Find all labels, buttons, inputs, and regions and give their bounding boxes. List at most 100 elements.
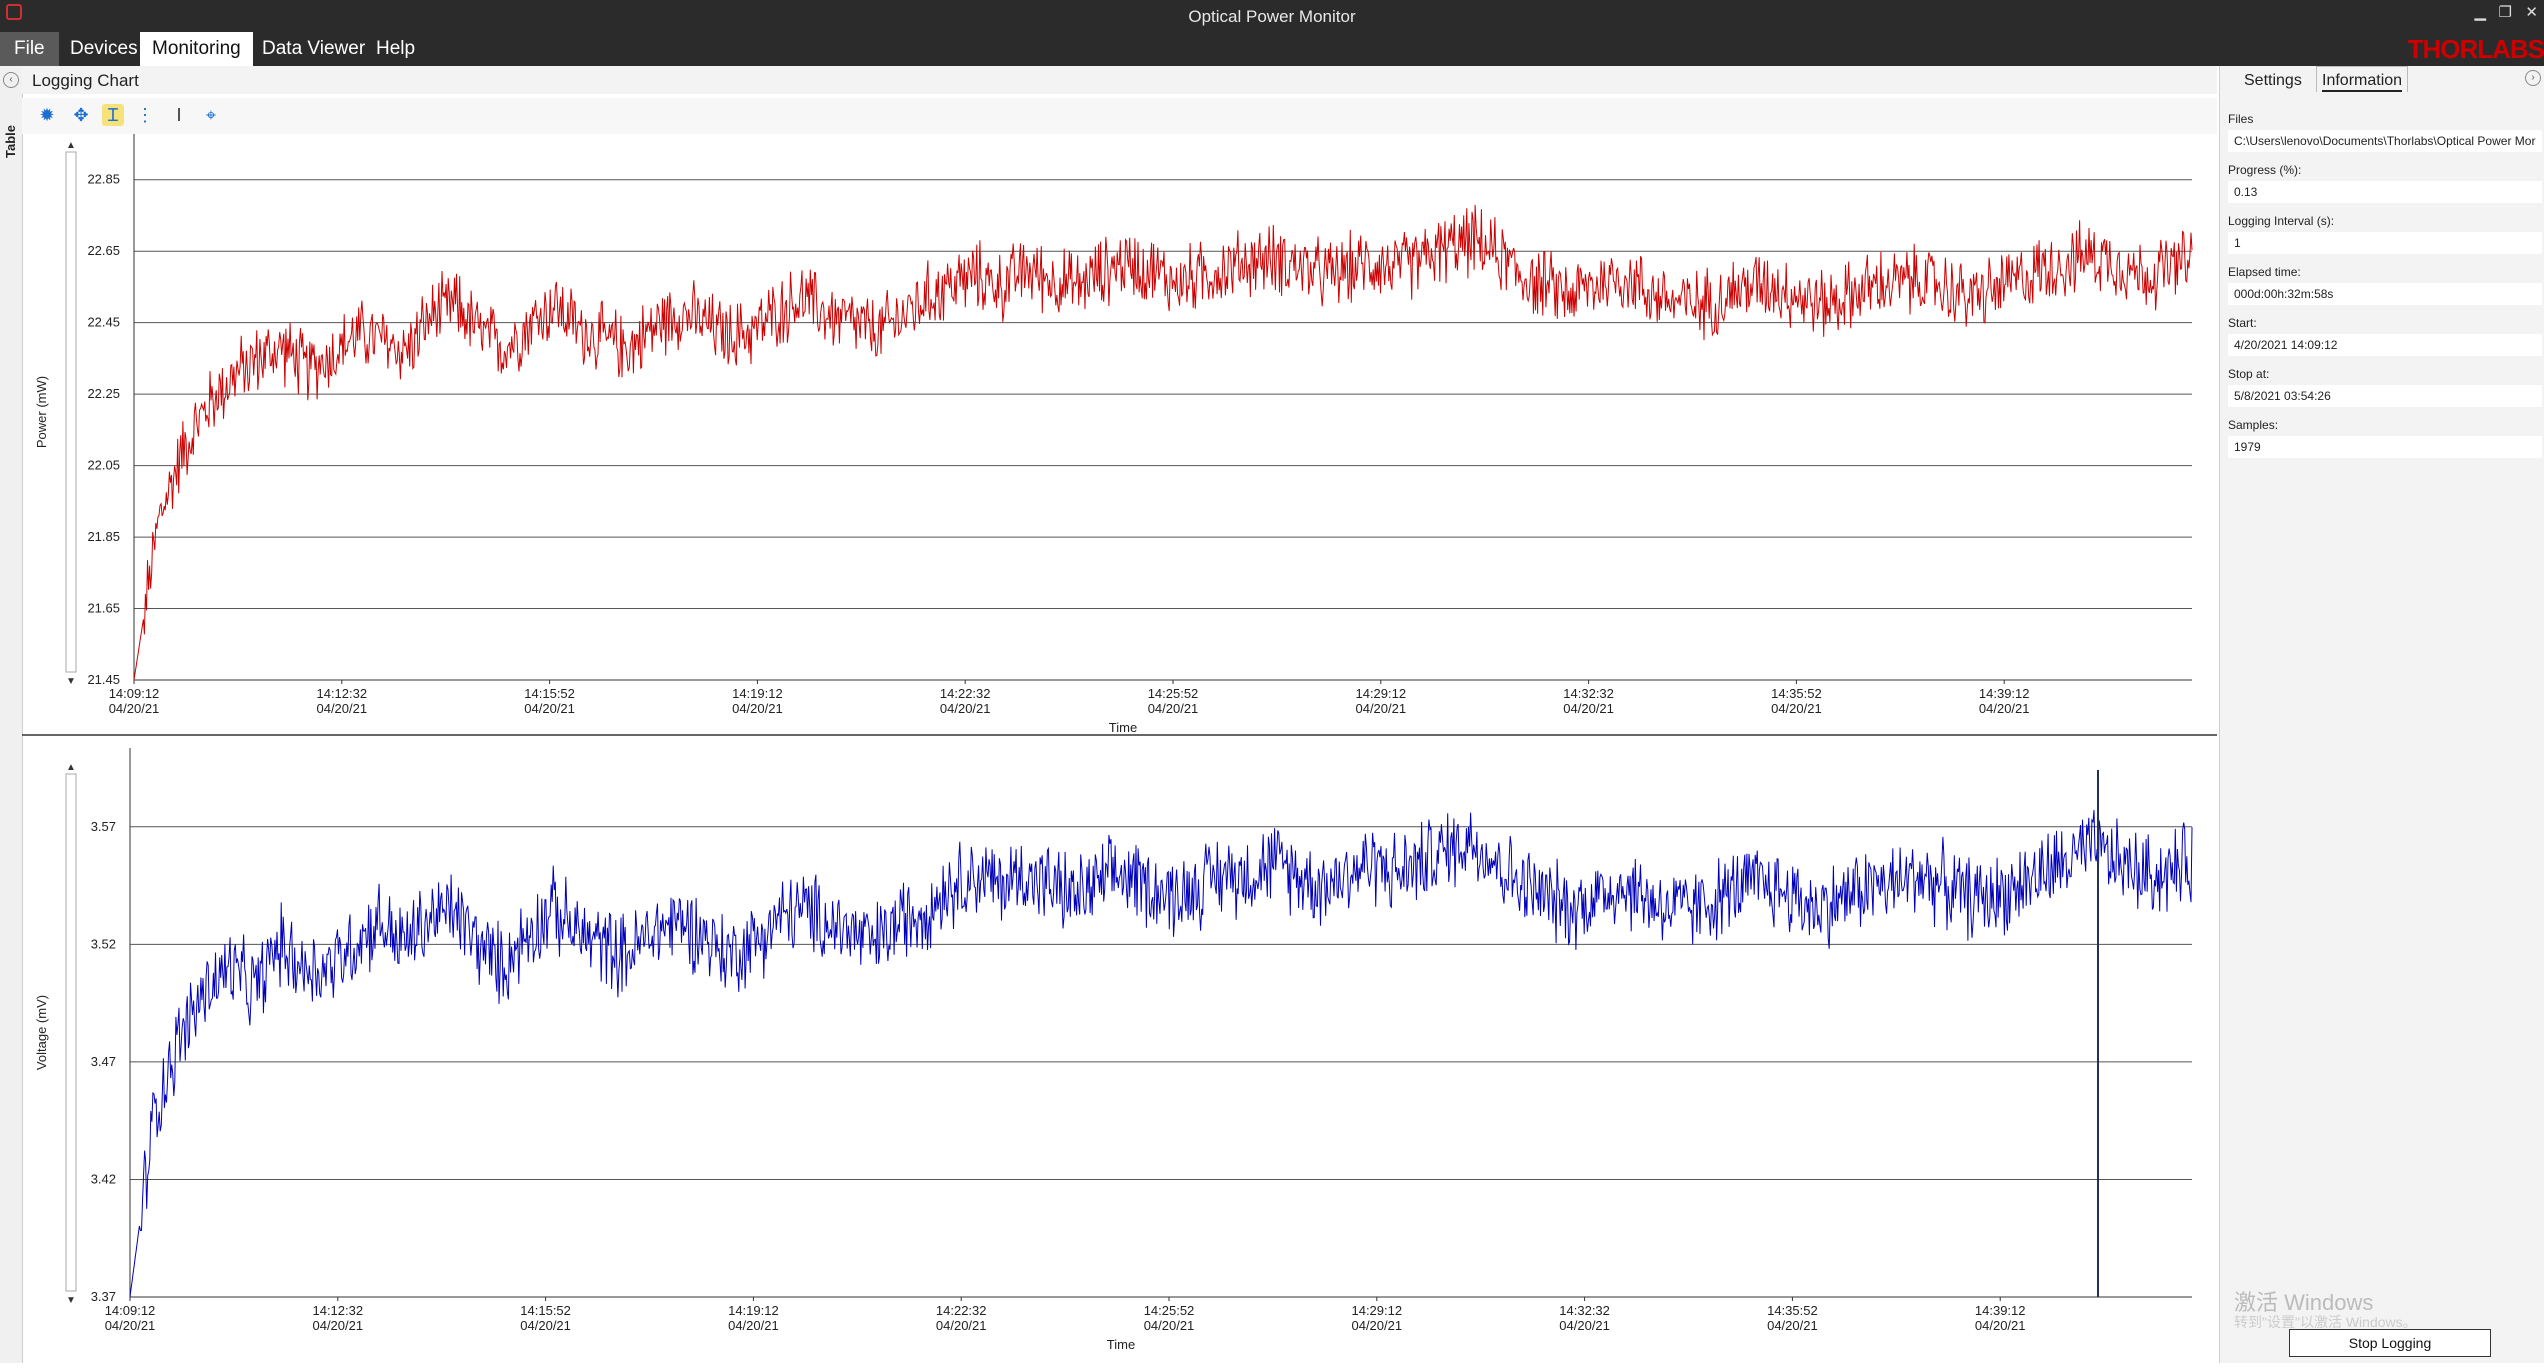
x-tick-time: 14:25:52 [1144,1303,1195,1318]
x-tick-date: 04/20/21 [1979,701,2030,716]
x-tick-date: 04/20/21 [1767,1318,1818,1333]
menu-file[interactable]: File [0,32,59,66]
info-label: Logging Interval (s): [2228,214,2335,228]
info-value[interactable]: C:\Users\lenovo\Documents\Thorlabs\Optic… [2228,130,2542,152]
move-icon[interactable]: ✥ [73,105,89,125]
restore-button[interactable]: ❐ [2498,4,2512,21]
zoom-fit-icon[interactable]: ⌖ [205,105,217,125]
stop-logging-button[interactable]: Stop Logging [2289,1329,2491,1357]
x-tick-date: 04/20/21 [316,701,367,716]
y-tick-label: 21.65 [87,601,120,616]
expand-left-icon[interactable]: ‹ [3,72,19,88]
menu-data-viewer[interactable]: Data Viewer [262,38,366,59]
info-label: Files [2228,112,2254,126]
x-tick-time: 14:35:52 [1771,686,1822,701]
list-icon[interactable]: ⋮ [136,105,154,125]
y-tick-label: 21.45 [87,672,120,687]
tab-information[interactable]: Information [2315,66,2409,92]
info-value[interactable]: 4/20/2021 14:09:12 [2228,334,2542,356]
y-tick-label: 22.05 [87,458,120,473]
x-tick-date: 04/20/21 [1148,701,1199,716]
x-tick-date: 04/20/21 [1563,701,1614,716]
menu-devices[interactable]: Devices [70,38,138,59]
x-tick-date: 04/20/21 [1144,1318,1195,1333]
x-tick-date: 04/20/21 [728,1318,779,1333]
cursor-y-icon[interactable]: Ɪ [102,104,124,126]
menu-monitoring[interactable]: Monitoring [140,32,253,66]
y-tick-label: 22.85 [87,172,120,187]
x-tick-date: 04/20/21 [1351,1318,1402,1333]
scroll-up-icon: ▲ [66,140,76,151]
x-tick-date: 04/20/21 [936,1318,987,1333]
logging-chart-header: Logging Chart [22,66,2217,94]
activation-watermark: 激活 Windows [2234,1290,2374,1315]
window-title: Optical Power Monitor [1188,7,1356,26]
x-tick-date: 04/20/21 [940,701,991,716]
y-tick-label: 22.45 [87,315,120,330]
x-tick-date: 04/20/21 [105,1318,156,1333]
info-value[interactable]: 1 [2228,232,2542,254]
scroll-up-icon: ▲ [66,762,76,773]
x-tick-time: 14:32:32 [1559,1303,1610,1318]
minimize-button[interactable]: ▁ [2474,4,2486,21]
y-tick-label: 22.65 [87,243,120,258]
panel-title: Logging Chart [32,71,139,90]
x-tick-time: 14:19:12 [732,686,783,701]
y-axis-label: Power (mW) [34,376,49,448]
text-cursor-icon[interactable]: I [176,105,182,125]
scroll-down-icon: ▼ [66,1295,76,1306]
x-tick-date: 04/20/21 [732,701,783,716]
menu-help[interactable]: Help [376,38,416,59]
x-tick-time: 14:15:52 [520,1303,571,1318]
x-tick-time: 14:29:12 [1355,686,1406,701]
info-label: Elapsed time: [2228,265,2301,279]
x-axis-label: Time [1107,1337,1135,1352]
tab-settings[interactable]: Settings [2244,72,2302,89]
x-tick-time: 14:32:32 [1563,686,1614,701]
charts-svg[interactable]: ▲ ▼ 22.85 22.65 22.45 22.25 22.05 21.85 21.65 21.… [22,124,2217,1363]
series-line [133,204,2193,681]
gear-icon[interactable]: ✹ [39,105,55,125]
info-label: Progress (%): [2228,163,2302,177]
y-tick-label: 3.47 [91,1054,116,1069]
info-value[interactable]: 000d:00h:32m:58s [2228,283,2542,305]
series-line [129,810,2193,1298]
y-scrollbar [65,773,77,1292]
x-tick-time: 14:39:12 [1979,686,2030,701]
information-panel: Settings Information › Files C:\Users\len… [2219,66,2544,1363]
close-button[interactable]: ✕ [2525,4,2538,21]
brand-logo: THORLABS [2407,34,2544,64]
collapse-right-icon[interactable]: › [2525,70,2541,86]
x-tick-date: 04/20/21 [1771,701,1822,716]
title-bar: Optical Power Monitor ▁ ❐ ✕ [0,0,2544,32]
y-tick-label: 22.25 [87,386,120,401]
info-value[interactable]: 5/8/2021 03:54:26 [2228,385,2542,407]
y-tick-label: 3.52 [91,936,116,951]
x-tick-date: 04/20/21 [520,1318,571,1333]
x-tick-date: 04/20/21 [312,1318,363,1333]
info-value[interactable]: 0.13 [2228,181,2542,203]
x-tick-date: 04/20/21 [1355,701,1406,716]
app-icon [6,4,22,20]
y-scrollbar [65,151,77,673]
info-label: Start: [2228,316,2257,330]
scroll-down-icon: ▼ [66,676,76,687]
x-tick-time: 14:19:12 [728,1303,779,1318]
info-value[interactable]: 1979 [2228,436,2542,458]
y-tick-label: 3.42 [91,1171,116,1186]
x-tick-time: 14:35:52 [1767,1303,1818,1318]
x-tick-time: 14:09:12 [109,686,160,701]
info-label: Samples: [2228,418,2279,432]
x-tick-time: 14:22:32 [936,1303,987,1318]
activation-watermark-sub: 转到"设置"以激活 Windows。 [2234,1314,2417,1330]
chart-area[interactable]: ▲ ▼ 22.85 22.65 22.45 22.25 22.05 21.85 21.65 21.… [22,124,2217,1363]
y-tick-label: 3.57 [91,819,116,834]
table-side-tab[interactable]: ‹ Table [0,66,23,1363]
x-axis-label: Time [1109,720,1137,735]
x-tick-date: 04/20/21 [1975,1318,2026,1333]
table-tab-label[interactable]: Table [3,125,18,158]
x-tick-time: 14:29:12 [1351,1303,1402,1318]
x-tick-time: 14:15:52 [524,686,575,701]
right-tabs: Settings Information › [2220,66,2544,96]
x-tick-time: 14:12:32 [312,1303,363,1318]
